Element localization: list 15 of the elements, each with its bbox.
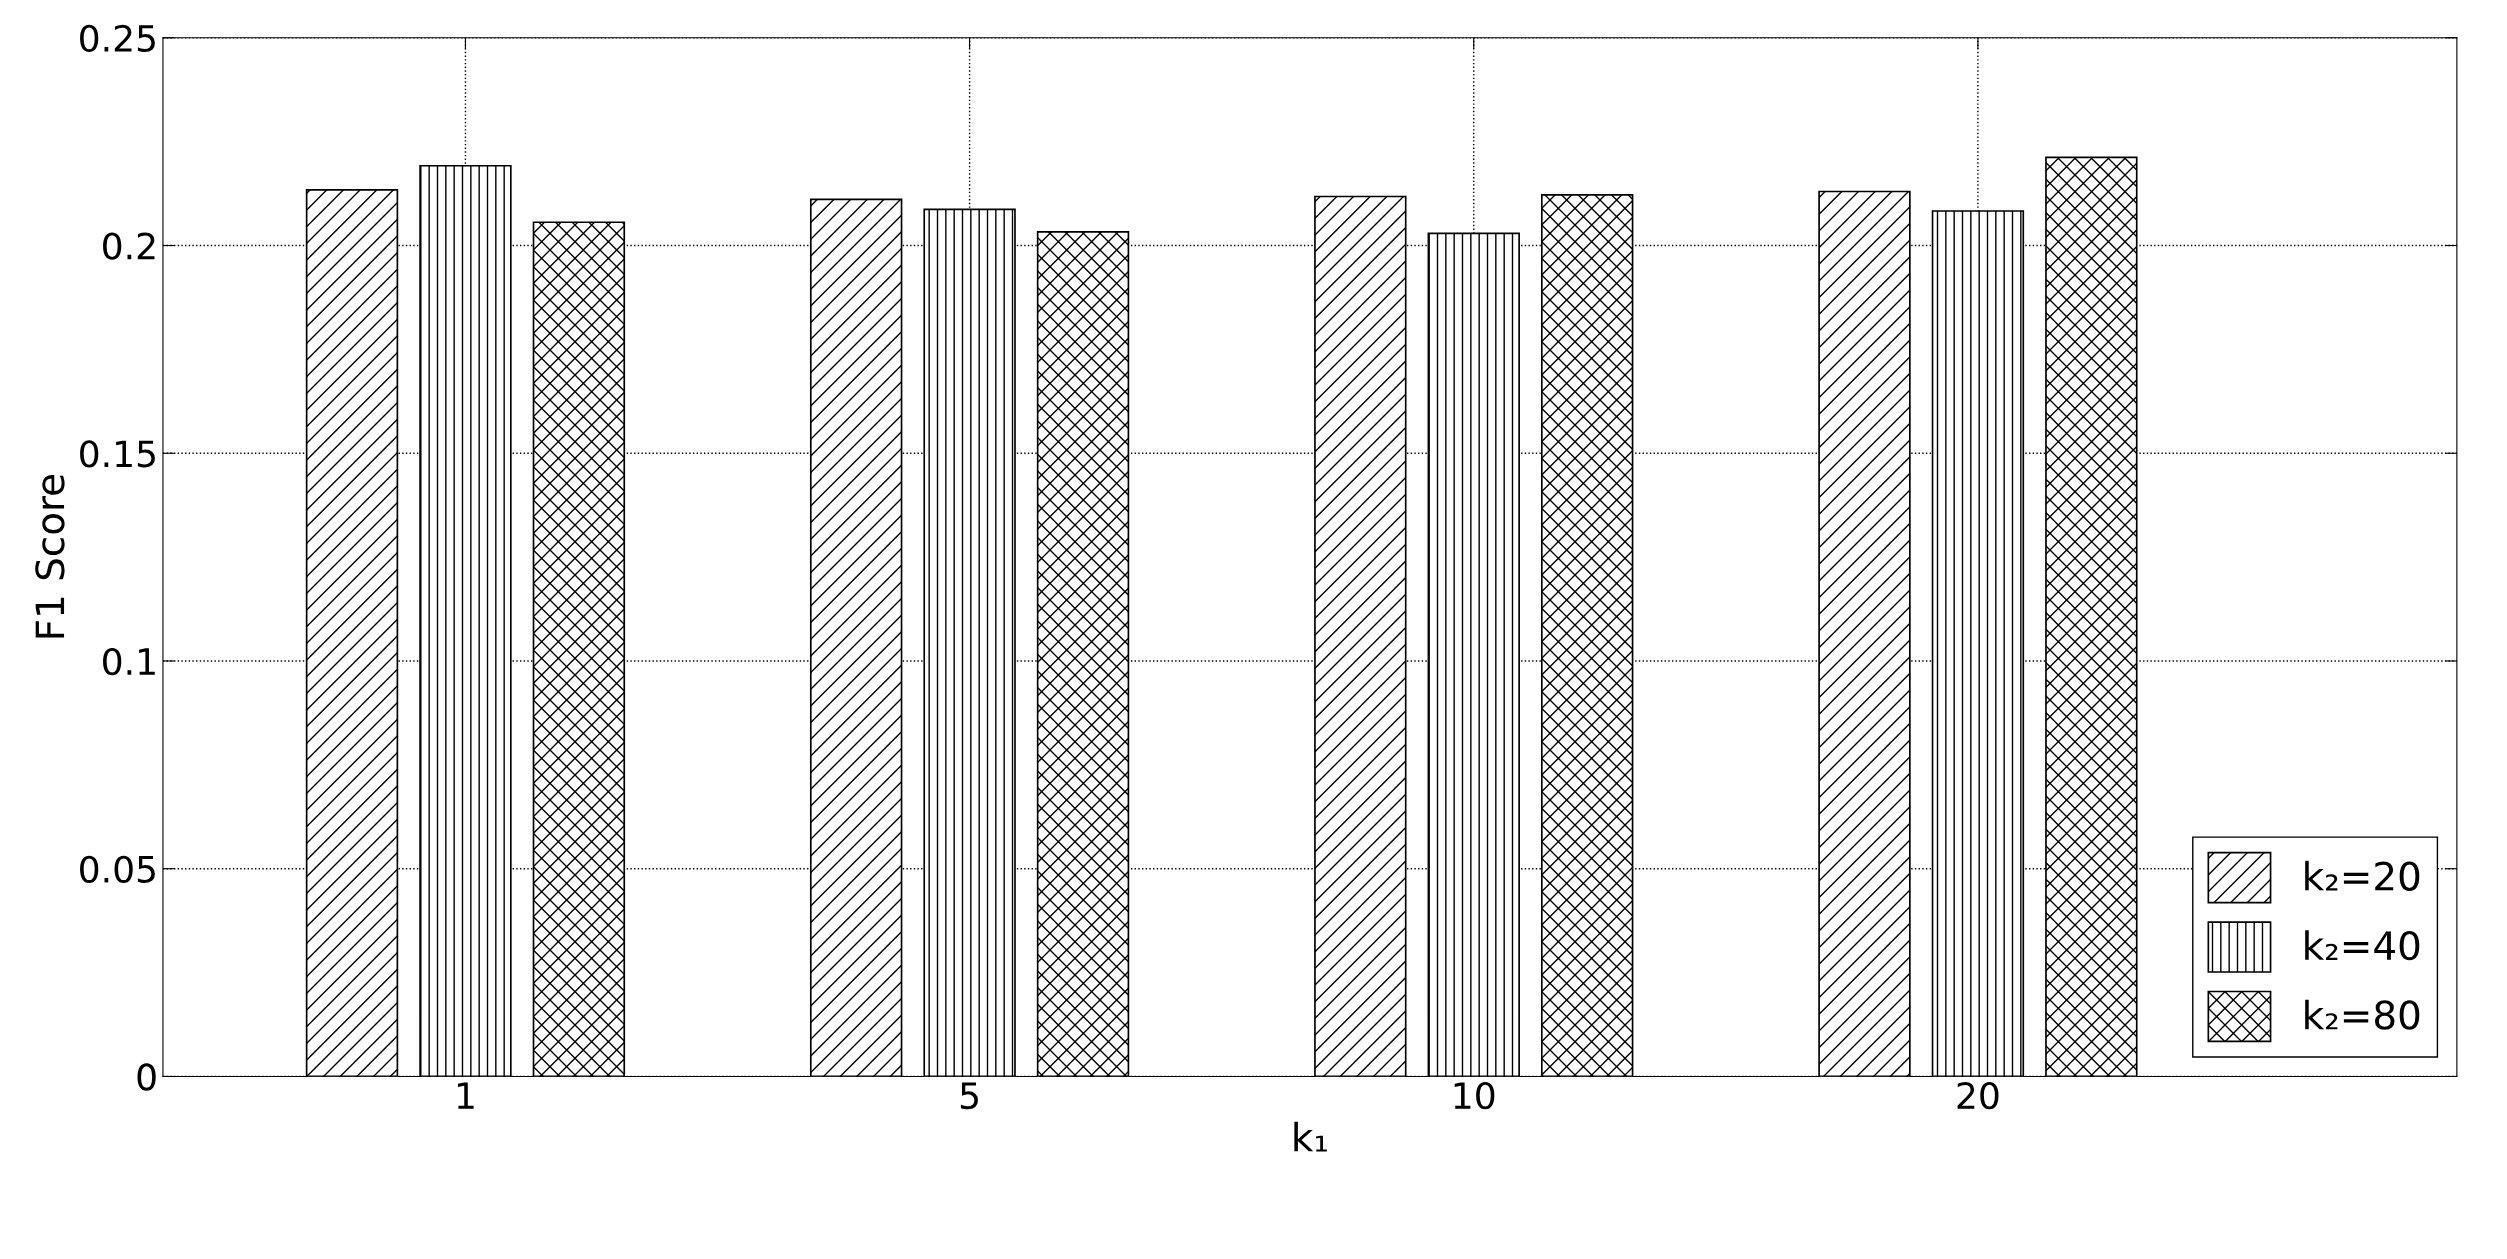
y-tick-label: 0 [137, 1063, 156, 1091]
legend-label: k₂=20 [2305, 860, 2420, 891]
y-tick-label: 0.2 [103, 232, 155, 260]
x-tick-label: 1 [457, 1082, 474, 1109]
x-tick-label: 20 [1957, 1081, 1999, 1110]
legend-label: k₂=80 [2305, 999, 2420, 1030]
y-tick-label: 0.15 [80, 440, 155, 468]
x-tick-label: 5 [960, 1082, 978, 1110]
y-tick-label: 0.05 [80, 855, 155, 883]
x-axis-title: k₁ [1294, 1121, 1327, 1152]
legend-label: k₂=40 [2305, 930, 2420, 961]
y-tick-label: 0.25 [80, 24, 155, 52]
x-tick-label: 10 [1454, 1081, 1495, 1110]
y-axis-title: F1 Score [35, 474, 65, 638]
y-tick-label: 0.1 [103, 647, 155, 676]
